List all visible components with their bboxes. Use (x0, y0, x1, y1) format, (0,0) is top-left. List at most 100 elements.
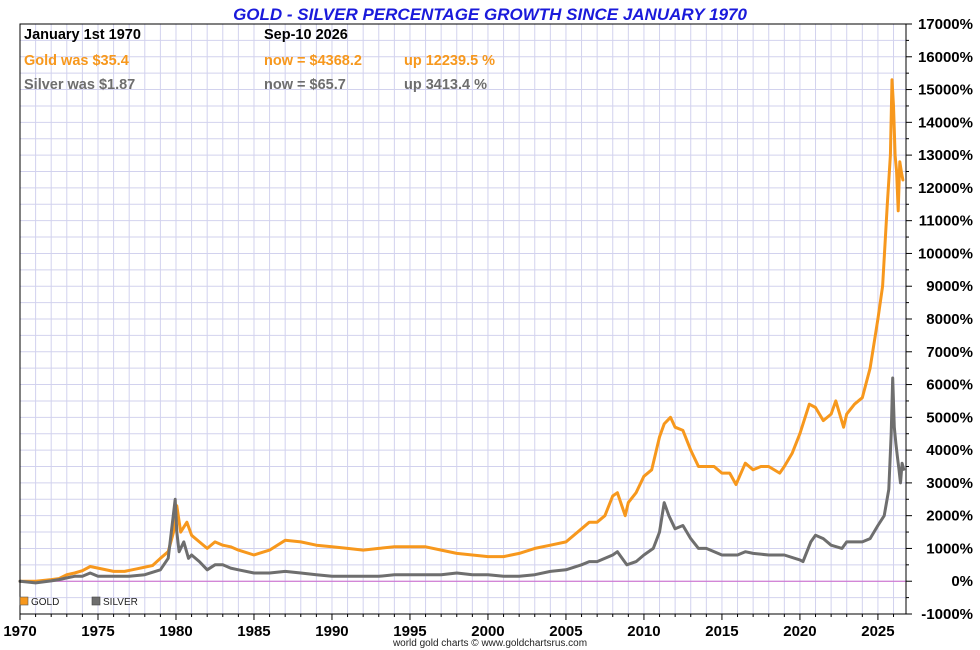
data-point-gold (503, 556, 505, 558)
data-point-gold (180, 531, 182, 533)
data-point-gold (892, 105, 895, 107)
data-point-silver (183, 541, 185, 543)
x-tick-label: 2020 (783, 623, 816, 640)
data-point-silver (518, 575, 520, 577)
data-point-gold (682, 429, 684, 431)
data-point-gold (230, 546, 232, 548)
data-point-silver (178, 551, 180, 553)
data-point-gold (822, 420, 824, 422)
data-point-gold (222, 544, 224, 546)
data-point-silver (393, 574, 395, 576)
data-point-gold (658, 436, 661, 438)
data-point-gold (186, 521, 188, 523)
data-point-silver (187, 557, 190, 559)
data-point-gold (721, 472, 723, 474)
data-point-gold (669, 416, 672, 418)
data-point-gold (362, 549, 364, 551)
legend-gold-swatch (19, 596, 29, 606)
x-tick-label: 1970 (3, 623, 36, 640)
data-point-silver (174, 498, 176, 500)
data-point-silver (652, 547, 654, 550)
data-point-silver (893, 426, 895, 428)
x-tick-label: 2000 (471, 623, 504, 640)
silver-percent-up: up 3413.4 % (404, 77, 487, 93)
data-point-gold (206, 547, 208, 550)
data-point-gold (853, 403, 856, 405)
data-point-silver (315, 574, 317, 576)
data-point-gold (393, 546, 395, 548)
data-point-silver (89, 572, 91, 574)
legend-gold-label: GOLD (31, 597, 59, 608)
data-point-silver (596, 561, 598, 563)
y-tick-label: 6000% (926, 377, 973, 394)
data-point-silver (877, 524, 879, 527)
data-point-gold (534, 547, 536, 550)
data-point-silver (783, 554, 785, 556)
data-point-silver (113, 575, 115, 577)
data-point-gold (835, 400, 837, 402)
data-point-silver (253, 572, 255, 574)
data-point-silver (890, 433, 892, 435)
series-lines (18, 78, 906, 585)
y-tick-label: 1000% (926, 540, 973, 557)
data-point-gold (518, 552, 520, 555)
data-point-gold (705, 465, 707, 468)
data-point-gold (616, 492, 619, 494)
data-point-silver (456, 572, 458, 574)
data-point-gold (74, 572, 76, 574)
y-tick-label: 11000% (919, 213, 973, 230)
data-point-gold (81, 570, 83, 572)
data-point-silver (883, 515, 885, 517)
data-point-silver (237, 569, 239, 571)
data-point-silver (705, 547, 707, 550)
y-tick-label: 8000% (926, 311, 973, 328)
gold-percent-up: up 12239.5 % (404, 53, 495, 69)
data-point-gold (89, 565, 91, 568)
data-point-gold (409, 546, 411, 548)
data-point-silver (635, 561, 637, 563)
data-point-gold (752, 469, 754, 471)
data-point-gold (136, 568, 138, 570)
series-line-gold (18, 78, 905, 583)
start-date-label: January 1st 1970 (24, 27, 141, 43)
data-point-silver (144, 574, 146, 576)
data-point-gold (899, 161, 901, 163)
data-point-silver (198, 561, 200, 563)
data-point-silver (892, 377, 894, 379)
data-point-silver (425, 574, 427, 576)
series-line-silver (18, 376, 906, 585)
data-point-silver (347, 575, 349, 577)
data-point-gold (877, 318, 879, 320)
data-point-gold (768, 465, 770, 468)
data-point-gold (440, 549, 442, 551)
data-point-silver (810, 541, 812, 543)
data-point-gold (214, 541, 216, 543)
data-point-silver (191, 554, 193, 556)
x-tick-label: 1980 (159, 623, 192, 640)
x-tick-label: 2015 (705, 623, 738, 640)
y-tick-label: 16000% (918, 49, 973, 66)
data-point-gold (814, 406, 817, 409)
data-point-silver (658, 531, 661, 533)
silver-start-price: Silver was $1.87 (24, 77, 135, 93)
data-point-gold (300, 541, 302, 543)
x-tick-label: 1985 (237, 623, 270, 640)
data-point-gold (604, 515, 606, 517)
data-point-silver (269, 572, 271, 574)
x-tick-label: 2010 (627, 623, 660, 640)
y-tick-label: 14000% (918, 114, 973, 131)
data-point-silver (674, 528, 676, 530)
data-point-gold (549, 544, 552, 546)
data-point-silver (663, 502, 665, 504)
data-point-gold (799, 433, 801, 435)
data-point-gold (690, 449, 692, 451)
data-point-silver (903, 468, 905, 470)
data-point-silver (612, 554, 614, 556)
footer-credit: world gold charts © www.goldchartsrus.co… (392, 638, 587, 649)
data-point-silver (81, 575, 83, 577)
data-point-gold (869, 367, 871, 369)
data-point-gold (624, 515, 626, 517)
data-point-gold (471, 554, 473, 556)
data-point-silver (736, 554, 739, 556)
